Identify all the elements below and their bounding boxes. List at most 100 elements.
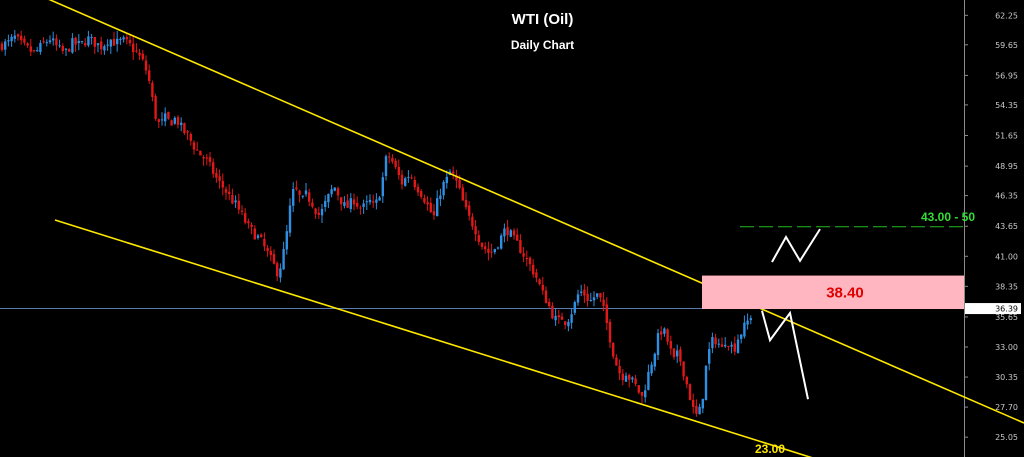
candle	[740, 334, 743, 344]
candle-body	[288, 205, 292, 233]
candle	[477, 230, 480, 246]
candle-body	[589, 300, 592, 301]
candle-body	[522, 253, 525, 257]
candle-body	[138, 52, 141, 56]
resistance-zone	[702, 275, 964, 310]
candle	[704, 365, 708, 401]
candle-body	[612, 342, 615, 357]
candle	[375, 193, 378, 210]
candle-body	[394, 160, 397, 168]
candle-body	[349, 198, 352, 209]
candle-body	[317, 212, 320, 215]
candle	[580, 284, 583, 297]
candle	[455, 169, 458, 189]
candle-body	[234, 200, 237, 203]
candle	[45, 39, 48, 47]
candle-body	[240, 210, 244, 212]
candle-body	[586, 293, 589, 301]
candle-body	[352, 199, 356, 205]
candle	[528, 256, 532, 272]
candle-body	[570, 314, 573, 323]
candle-body	[749, 318, 752, 321]
candle-body	[663, 328, 666, 334]
candle-body	[132, 43, 135, 53]
candle	[20, 30, 23, 45]
tick-label: 41.00	[995, 252, 1018, 261]
candle	[176, 115, 180, 129]
candle	[384, 154, 388, 181]
candle	[618, 359, 621, 380]
candle-body	[557, 315, 560, 318]
candle	[423, 194, 426, 205]
candle	[269, 246, 272, 262]
candle	[628, 373, 631, 388]
candle	[330, 184, 333, 198]
candle	[391, 154, 394, 164]
candle	[503, 223, 506, 243]
candle	[343, 196, 346, 209]
candle-body	[516, 234, 519, 241]
candle-body	[432, 211, 436, 216]
candle	[637, 385, 640, 395]
candle-body	[336, 188, 340, 196]
candle	[480, 242, 484, 250]
candle	[77, 34, 80, 51]
candle	[340, 197, 343, 211]
candle-body	[84, 43, 87, 46]
candle-body	[202, 157, 205, 159]
candle-body	[679, 349, 682, 362]
candle-body	[100, 41, 103, 50]
channel-line	[54, 219, 813, 457]
candle	[263, 232, 266, 251]
candle	[285, 224, 288, 255]
candle-body	[253, 228, 256, 240]
tick-label: 33.00	[995, 343, 1018, 352]
candle	[240, 205, 244, 216]
candle-body	[416, 186, 420, 193]
candle	[48, 35, 52, 44]
candle-body	[298, 190, 301, 195]
candle-body	[596, 293, 599, 297]
candle-body	[68, 49, 71, 52]
candle	[730, 341, 733, 354]
candle	[468, 200, 471, 221]
candle-body	[672, 348, 676, 357]
candle-body	[602, 299, 605, 306]
candle-body	[509, 230, 512, 237]
candle	[397, 159, 400, 180]
candle	[256, 234, 260, 240]
candle	[695, 399, 698, 417]
candle	[452, 166, 455, 180]
candle-body	[442, 181, 445, 196]
candle-body	[410, 177, 413, 179]
candle	[650, 361, 653, 376]
candle	[532, 259, 535, 278]
candle	[138, 48, 141, 60]
tick-label: 25.05	[995, 433, 1018, 442]
tick-label: 54.35	[995, 101, 1018, 110]
candle-body	[640, 392, 644, 396]
candle	[52, 31, 55, 46]
candle-body	[698, 406, 701, 415]
candle-body	[269, 250, 272, 256]
tick-label: 43.65	[995, 222, 1018, 231]
candle-body	[487, 248, 490, 253]
candle-body	[730, 344, 733, 347]
candle	[87, 30, 90, 48]
candle-body	[564, 321, 567, 325]
candle-body	[608, 321, 612, 343]
candle	[231, 188, 234, 205]
candle	[656, 329, 660, 360]
chart-title: WTI (Oil)	[511, 11, 574, 28]
candle-body	[32, 50, 36, 52]
tick-label: 46.35	[995, 192, 1018, 201]
candle	[743, 315, 746, 339]
candle-body	[512, 230, 516, 236]
candle-body	[13, 35, 16, 39]
candle-body	[359, 207, 362, 209]
candle-body	[378, 197, 381, 201]
candle	[416, 183, 420, 196]
candle-body	[244, 212, 247, 223]
candle	[272, 249, 276, 265]
